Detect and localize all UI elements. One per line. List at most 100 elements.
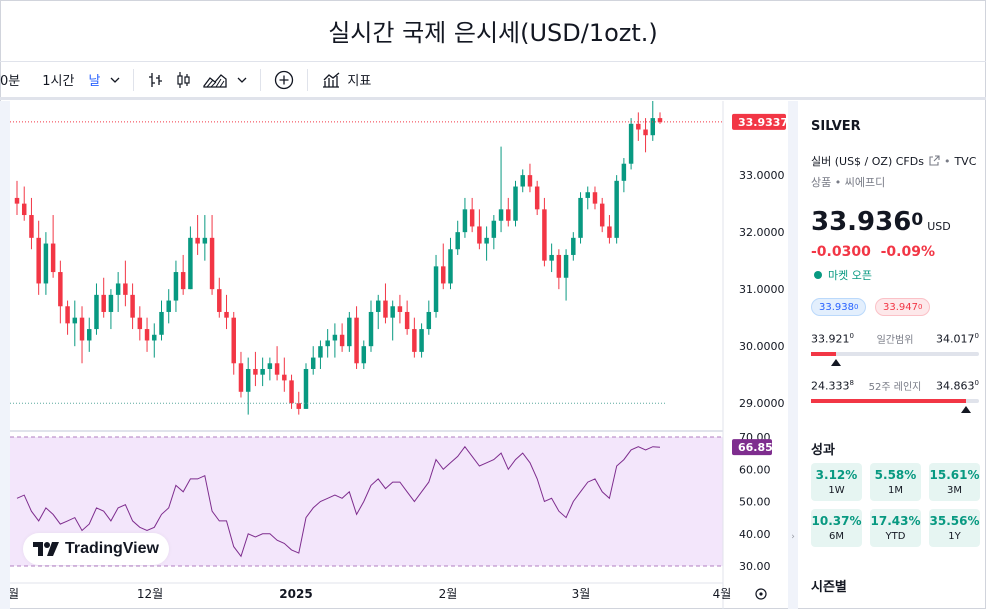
candle [607, 226, 612, 238]
interval-minutes-button[interactable]: 0분 [0, 66, 25, 94]
candle [578, 197, 583, 238]
bullet-separator: • [943, 154, 951, 168]
performance-value: 3.12% [815, 468, 858, 482]
day-high: 34.0170 [936, 332, 979, 346]
candle [549, 254, 554, 261]
performance-1w[interactable]: 3.12% 1W [811, 463, 862, 501]
candle [347, 317, 352, 347]
indicators-icon [323, 72, 340, 88]
candle [433, 266, 439, 312]
candles-icon [177, 71, 191, 88]
candle [484, 237, 489, 244]
candle [72, 317, 78, 324]
time-axis-label: 12월 [137, 587, 163, 601]
symbol-name[interactable]: SILVER [811, 119, 861, 134]
interval-1h-button[interactable]: 1시간 [37, 66, 79, 94]
interval-day-button[interactable]: 날 [83, 66, 105, 94]
candle [506, 209, 511, 221]
candle [245, 368, 251, 392]
indicators-button[interactable]: 지표 [316, 66, 376, 94]
chart-toolbar: 0분 1시간 날 지표 [0, 62, 986, 100]
chevron-down-icon [237, 77, 247, 83]
candle [130, 294, 135, 318]
performance-value: 15.61% [929, 468, 980, 482]
candle [180, 272, 186, 290]
last-price: 33.9360 USD [811, 207, 951, 237]
performance-value: 10.37% [811, 514, 862, 528]
candle [79, 317, 85, 341]
price-tick-label: 29.0000 [739, 397, 785, 410]
candle [166, 300, 171, 312]
symbol-description-text: 실버 (US$ / OZ) CFDs [811, 155, 924, 168]
time-axis-label: 2025 [279, 587, 312, 601]
last-price-badge [732, 113, 786, 130]
candle [101, 294, 106, 312]
price-change-abs: -0.0300 [811, 244, 871, 260]
candle [159, 311, 164, 335]
bar-style-button[interactable] [142, 66, 170, 94]
candle [318, 346, 323, 358]
toolbar-divider [133, 68, 135, 91]
panel-gutter [788, 101, 798, 609]
performance-period: YTD [885, 531, 906, 542]
performance-value: 35.56% [929, 514, 980, 528]
performance-value: 5.58% [874, 468, 917, 482]
candle [224, 311, 229, 318]
external-link-icon[interactable] [928, 155, 940, 167]
performance-1m[interactable]: 5.58% 1M [870, 463, 921, 501]
candle [115, 283, 121, 295]
candle [419, 329, 424, 352]
time-axis-label: 3월 [572, 587, 591, 601]
candle [21, 203, 27, 216]
candle [144, 329, 150, 341]
performance-1y[interactable]: 35.56% 1Y [929, 509, 980, 547]
day-range-fill [811, 352, 837, 356]
candle [296, 403, 302, 409]
market-status[interactable]: 마켓 오픈 [814, 267, 872, 283]
performance-ytd[interactable]: 17.43% YTD [870, 509, 921, 547]
candle [253, 368, 258, 375]
price-change-pct: -0.09% [880, 244, 935, 260]
day-range-row: 33.9210 일간범위 34.0170 [811, 331, 979, 346]
collapse-panel-button[interactable]: › [791, 532, 795, 542]
bid-price-badge: 33.938 0 [811, 298, 867, 316]
tradingview-logo-icon [33, 542, 59, 556]
symbol-category: 상품 • 씨에프디 [811, 176, 886, 189]
performance-title: 성과 [811, 443, 835, 458]
bars-icon [149, 72, 163, 87]
performance-6m[interactable]: 10.37% 6M [811, 509, 862, 547]
chart-area[interactable]: 33.0000 32.0000 31.0000 30.0000 29.0000 70.00… [10, 101, 788, 609]
ask-price-badge: 33.947 0 [875, 298, 931, 316]
candle [368, 311, 374, 347]
performance-period: 6M [829, 531, 844, 542]
candle [462, 209, 468, 233]
compare-button[interactable] [269, 66, 299, 94]
candle [585, 192, 590, 198]
symbol-details-panel: SILVER 실버 (US$ / OZ) CFDs • TVC 상품 • 씨에프… [798, 101, 986, 609]
week52-range-row: 24.3338 52주 레인지 34.8630 [811, 378, 979, 393]
chart-type-dropdown-button[interactable] [232, 66, 252, 94]
performance-3m[interactable]: 15.61% 3M [929, 463, 980, 501]
candle [455, 232, 460, 250]
candle [195, 237, 200, 244]
candle [390, 306, 395, 318]
price-chart[interactable]: 33.000032.000031.000030.000029.000070.00… [10, 101, 788, 609]
tradingview-logo[interactable]: TradingView [23, 533, 169, 565]
market-status-text: 마켓 오픈 [828, 269, 872, 282]
candle [563, 254, 569, 278]
toolbar-divider [260, 68, 262, 91]
candle [188, 237, 193, 290]
candle [375, 300, 381, 312]
last-price-sup: 0 [911, 210, 924, 230]
candles-style-button[interactable] [170, 66, 198, 94]
candle [94, 294, 99, 330]
toolbar-divider [307, 68, 309, 91]
price-currency: USD [927, 220, 951, 233]
left-gutter [0, 101, 10, 609]
area-style-button[interactable] [198, 66, 232, 94]
candle [325, 340, 330, 347]
candle [50, 243, 56, 273]
interval-dropdown-button[interactable] [105, 66, 125, 94]
candle [599, 203, 605, 227]
candle [123, 283, 128, 295]
